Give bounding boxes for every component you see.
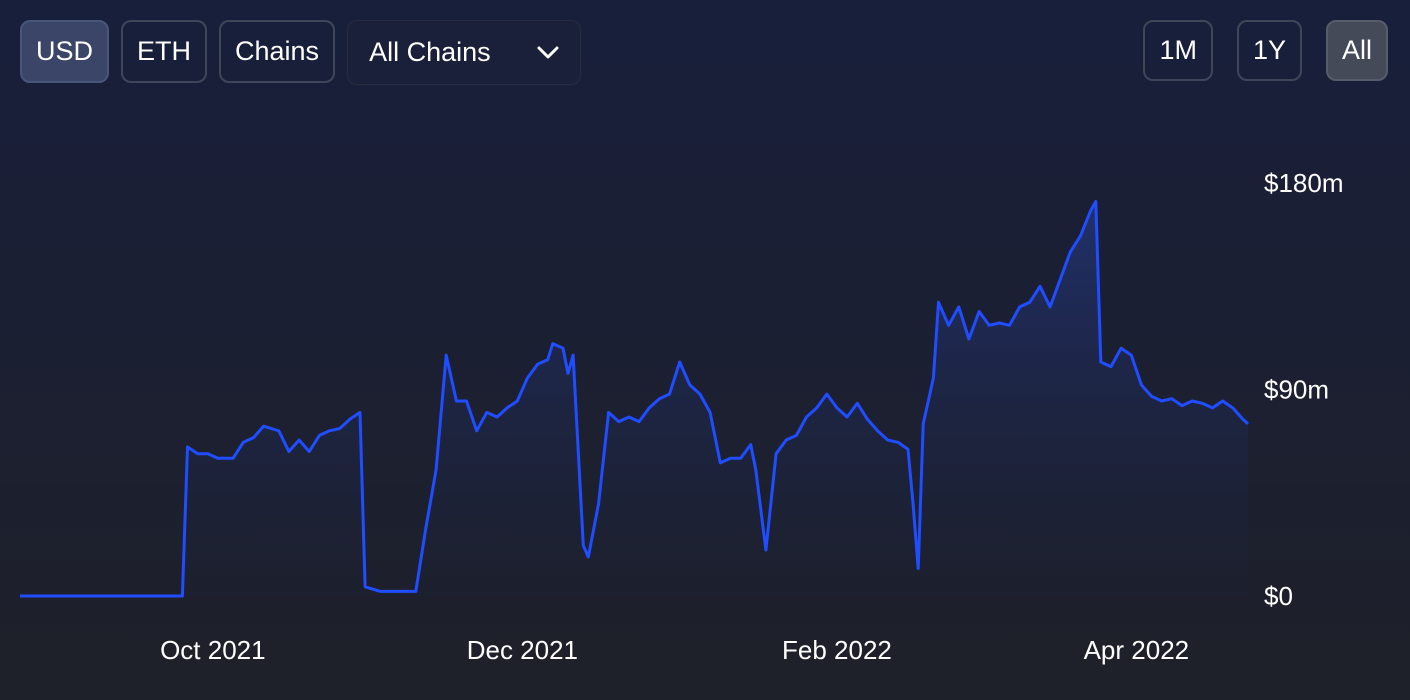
usd-button[interactable]: USD bbox=[20, 20, 110, 83]
y-tick-label: $180m bbox=[1264, 168, 1344, 198]
x-tick-label: Oct 2021 bbox=[160, 635, 266, 665]
chain-select-value: All Chains bbox=[369, 37, 491, 67]
chain-select-dropdown[interactable]: All Chains bbox=[347, 20, 582, 85]
x-tick-label: Feb 2022 bbox=[782, 635, 892, 665]
chains-button[interactable]: Chains bbox=[219, 20, 336, 83]
series-line bbox=[20, 199, 1250, 598]
series-area bbox=[20, 201, 1248, 596]
range-1y-button[interactable]: 1Y bbox=[1236, 20, 1302, 81]
x-tick-label: Apr 2022 bbox=[1084, 635, 1190, 665]
range-all-button[interactable]: All bbox=[1325, 20, 1388, 81]
chart-toolbar-right: 1M 1Y All bbox=[1143, 20, 1388, 81]
y-tick-label: $90m bbox=[1264, 375, 1329, 405]
x-tick-label: Dec 2021 bbox=[467, 635, 578, 665]
range-1m-button[interactable]: 1M bbox=[1143, 20, 1213, 81]
eth-button[interactable]: ETH bbox=[121, 20, 208, 83]
y-tick-label: $0 bbox=[1264, 581, 1293, 611]
chart-toolbar-left: USD ETH Chains All Chains bbox=[20, 20, 582, 85]
chevron-down-icon bbox=[537, 46, 559, 58]
